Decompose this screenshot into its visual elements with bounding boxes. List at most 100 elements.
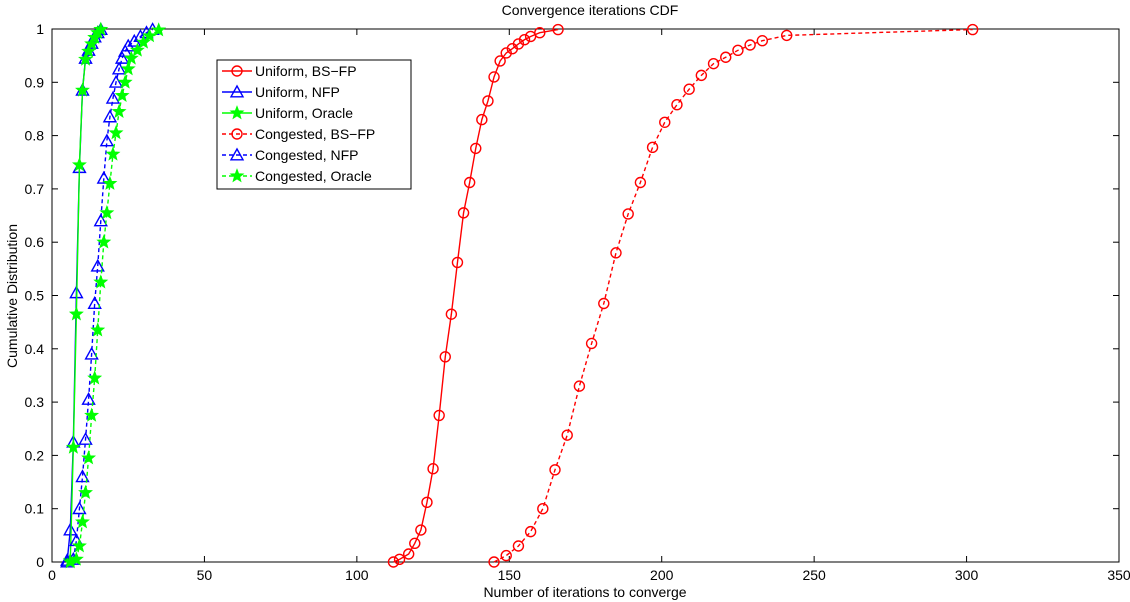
data-point [105, 146, 121, 161]
data-point [71, 157, 87, 172]
series-congested-bs-fp [488, 23, 979, 568]
legend-item: Uniform, BS−FP [222, 63, 357, 79]
legend-marker [231, 128, 243, 140]
data-point [518, 33, 531, 46]
data-point [72, 501, 87, 515]
data-point [90, 258, 105, 272]
data-point [409, 537, 421, 550]
legend-item: Congested, Oracle [222, 168, 372, 184]
x-tick-label: 200 [650, 567, 674, 583]
data-point [494, 55, 506, 67]
data-point [102, 175, 118, 190]
data-point [84, 407, 100, 422]
data-point [93, 274, 109, 289]
data-point [123, 50, 139, 65]
y-tick-label: 0.9 [25, 74, 45, 90]
data-point [68, 551, 84, 566]
data-point [427, 463, 439, 475]
y-tick-label: 0.2 [25, 447, 45, 463]
legend-marker [229, 84, 245, 98]
legend-label: Congested, BS−FP [255, 126, 375, 142]
data-point [732, 44, 744, 57]
data-point [93, 213, 108, 227]
data-point [634, 176, 647, 189]
x-tick-label: 100 [345, 567, 369, 583]
legend-item: Congested, NFP [222, 147, 359, 163]
data-point [573, 380, 586, 392]
x-axis: 0 50 100 150 200 250 300 350 [48, 29, 1130, 583]
legend-item: Congested, BS−FP [222, 126, 375, 142]
data-point [142, 28, 158, 43]
y-axis: 0 0.1 0.2 0.3 0.4 0.5 0.6 0.7 0.8 0.9 1 [25, 21, 1119, 570]
data-point [549, 464, 561, 476]
series-uniform-bs-fp [387, 23, 564, 568]
legend-label: Uniform, Oracle [255, 105, 353, 121]
chart-title: Convergence iterations CDF [502, 2, 679, 18]
legend: Uniform, BS−FP Uniform, NFP Uniform, Oracl… [216, 59, 412, 190]
y-tick-label: 0.3 [25, 394, 45, 410]
legend-marker [229, 105, 245, 120]
data-point [96, 234, 112, 249]
data-point [695, 69, 708, 82]
data-point [114, 50, 130, 64]
data-point [111, 103, 127, 118]
legend-box [216, 59, 412, 190]
data-point [610, 247, 622, 259]
data-point [451, 256, 464, 269]
data-point [78, 484, 93, 500]
y-tick-label: 0 [36, 554, 44, 570]
y-tick-label: 0.7 [25, 181, 45, 197]
data-point [537, 503, 549, 515]
data-point [598, 297, 610, 310]
data-point [99, 205, 115, 220]
data-point [512, 540, 525, 552]
x-tick-label: 0 [48, 567, 56, 583]
legend-item: Uniform, Oracle [222, 105, 353, 121]
data-point [707, 57, 720, 70]
data-point [482, 95, 494, 107]
data-point [129, 42, 145, 57]
data-point [500, 549, 512, 562]
legend-label: Congested, NFP [255, 147, 359, 163]
data-point [65, 439, 81, 454]
data-point [87, 296, 102, 309]
data-point [78, 51, 93, 66]
data-point [463, 176, 476, 189]
x-axis-label: Number of iterations to converge [483, 584, 686, 600]
data-point [445, 308, 458, 320]
series-uniform-oracle [62, 21, 109, 567]
data-point [71, 538, 87, 553]
data-point [99, 133, 115, 147]
data-point [136, 34, 151, 49]
x-tick-label: 50 [197, 567, 213, 583]
x-tick-label: 250 [802, 567, 826, 583]
data-point [488, 71, 500, 83]
series-congested-oracle [62, 22, 167, 569]
legend-marker [231, 65, 243, 77]
data-point [476, 113, 488, 126]
data-point [534, 27, 546, 39]
data-point [585, 337, 598, 350]
data-point [387, 556, 400, 568]
data-point [117, 74, 133, 89]
series-line [393, 28, 559, 563]
data-point [81, 43, 97, 58]
data-point [75, 469, 90, 483]
data-point [781, 29, 793, 42]
y-tick-label: 0.4 [25, 341, 45, 357]
data-point [105, 90, 121, 104]
x-tick-label: 150 [498, 567, 522, 583]
data-point [966, 23, 979, 36]
data-point [81, 391, 96, 405]
data-point [75, 82, 90, 97]
data-point [470, 142, 482, 155]
data-point [524, 525, 537, 538]
y-tick-label: 1 [36, 21, 44, 37]
data-point [622, 208, 634, 220]
data-point [756, 35, 769, 47]
legend-marker [229, 147, 245, 161]
data-point [108, 74, 124, 88]
data-point [646, 141, 659, 154]
data-point [75, 514, 90, 529]
data-point [120, 61, 136, 76]
